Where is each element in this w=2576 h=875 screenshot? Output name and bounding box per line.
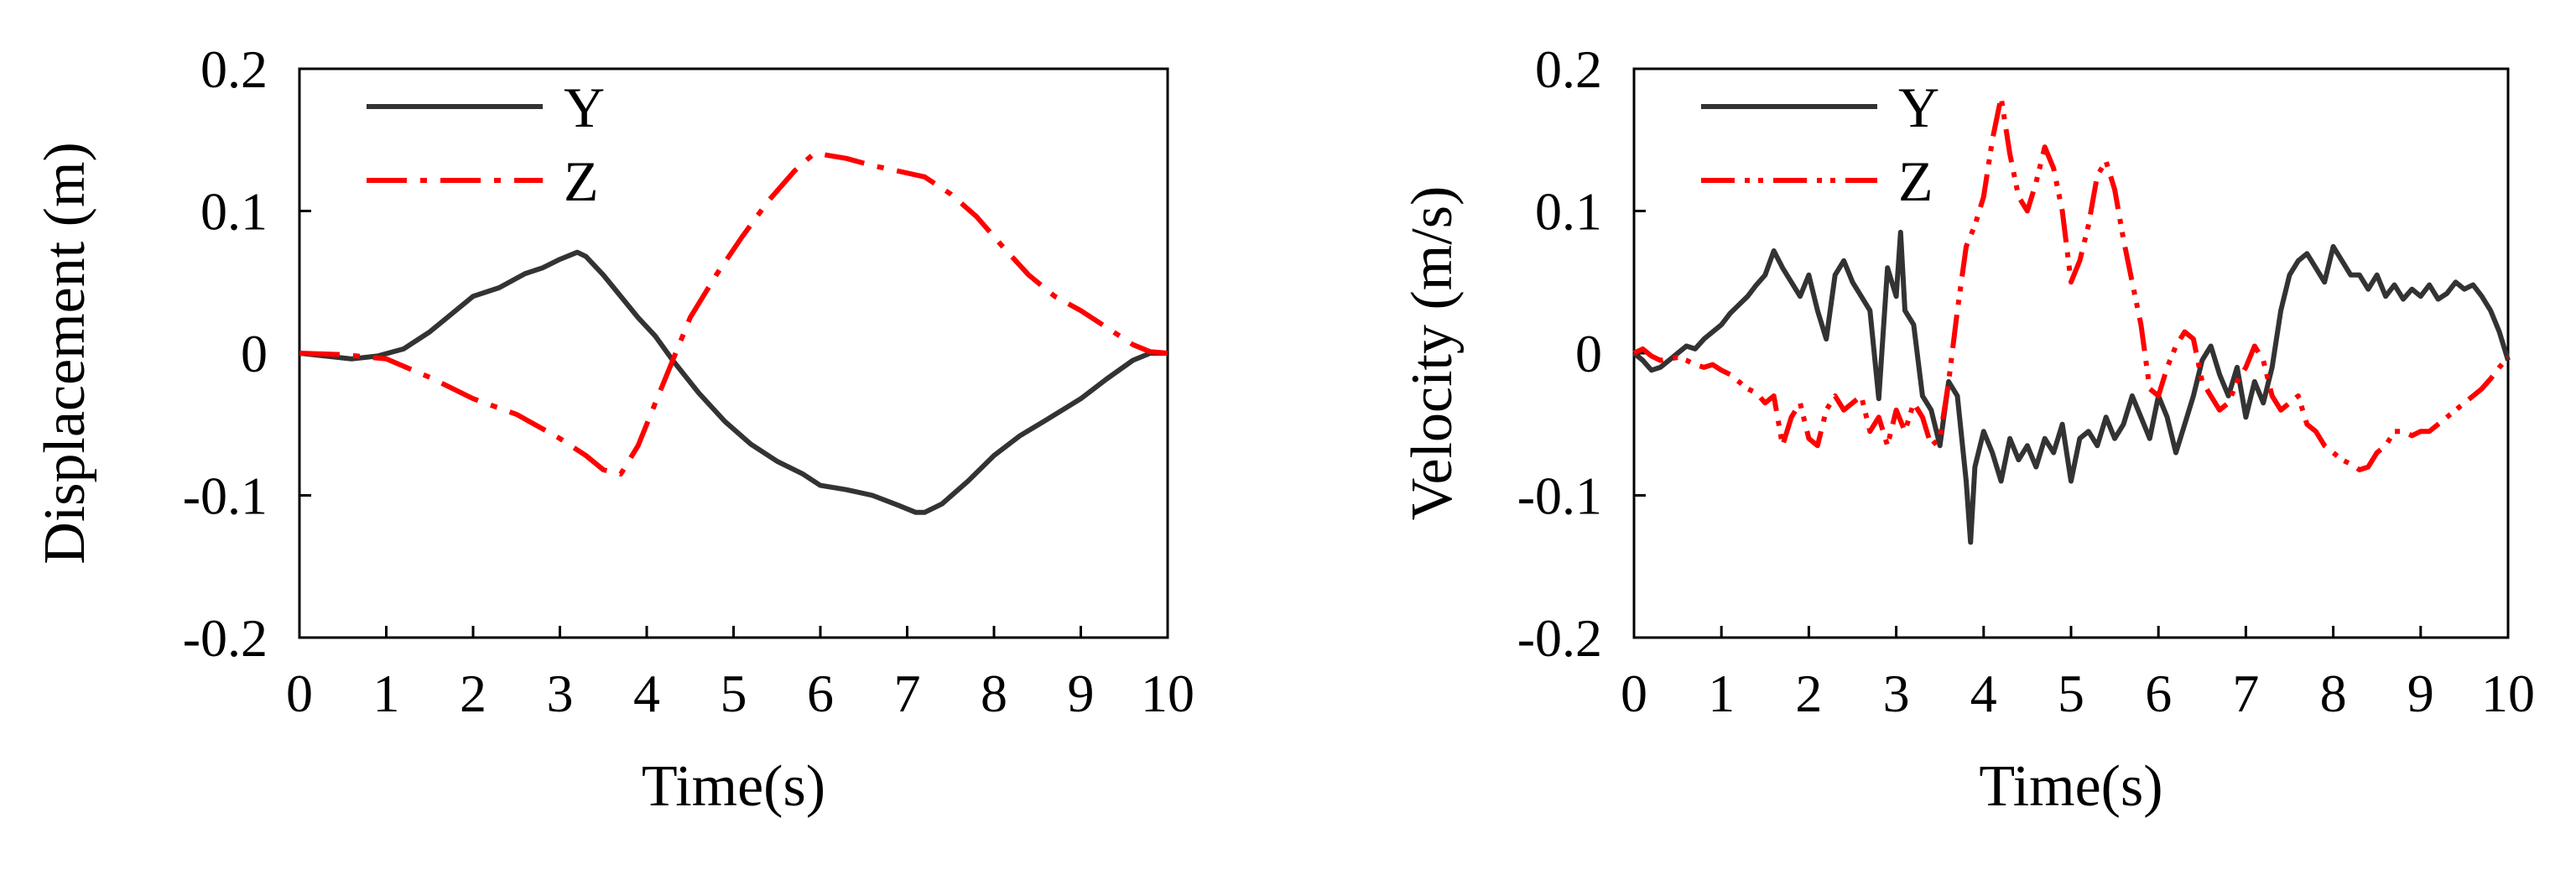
x-tick-label: 10 — [2481, 664, 2535, 723]
y-tick-label: -0.2 — [183, 608, 268, 668]
y-tick-label: 0.2 — [200, 39, 268, 99]
plot-frame — [1632, 67, 2510, 639]
chart-velocity: 0 1 2 3 4 5 6 7 8 9 10 0.2 0.1 0 -0.1 -0.2 Time(s) Veloci… — [1400, 39, 2535, 819]
series-line-y — [1632, 229, 2511, 545]
series-line-z — [299, 151, 1168, 477]
x-tick-label: 8 — [981, 664, 1007, 723]
x-axis-label: Time(s) — [1979, 754, 2162, 819]
y-tick-label: 0.1 — [200, 182, 268, 242]
x-tick-label: 2 — [460, 664, 487, 723]
x-tick-label: 3 — [547, 664, 574, 723]
x-tick-label: 6 — [2145, 664, 2172, 723]
legend-label-z: Z — [564, 149, 599, 213]
y-tick-label: 0.1 — [1535, 182, 1602, 242]
x-axis-label: Time(s) — [642, 754, 825, 819]
x-tick-label: 5 — [2058, 664, 2084, 723]
x-tick-label: 8 — [2320, 664, 2347, 723]
x-tick-label: 0 — [1621, 664, 1647, 723]
x-tick-label: 3 — [1883, 664, 1910, 723]
y-tick-label: -0.2 — [1517, 608, 1602, 668]
y-tick-label: -0.1 — [183, 466, 268, 526]
x-tick-label: 7 — [2232, 664, 2259, 723]
y-tick-label: 0 — [241, 324, 268, 383]
y-tick-label: 0.2 — [1535, 39, 1602, 99]
x-tick-label: 6 — [807, 664, 834, 723]
x-tick-label: 7 — [894, 664, 921, 723]
y-axis-label: Displacement (m) — [33, 142, 97, 564]
y-tick-label: 0 — [1575, 324, 1602, 383]
x-tick-label: 2 — [1795, 664, 1822, 723]
legend-label-z: Z — [1898, 149, 1933, 213]
x-tick-label: 5 — [721, 664, 747, 723]
x-tick-label: 4 — [633, 664, 660, 723]
series-line-z — [1632, 94, 2511, 472]
x-tick-label: 4 — [1970, 664, 1997, 723]
x-tick-label: 9 — [1068, 664, 1095, 723]
x-tick-label: 9 — [2407, 664, 2434, 723]
series-line-y — [299, 249, 1168, 515]
x-tick-label: 1 — [373, 664, 400, 723]
y-tick-label: -0.1 — [1517, 466, 1602, 526]
x-tick-label: 10 — [1141, 664, 1194, 723]
x-tick-label: 1 — [1708, 664, 1735, 723]
legend-label-y: Y — [564, 76, 605, 139]
y-axis-label: Velocity (m/s) — [1400, 186, 1465, 521]
plot-frame — [298, 67, 1169, 639]
legend-label-y: Y — [1898, 76, 1939, 139]
chart-displacement: 0 1 2 3 4 5 6 7 8 9 10 0.2 0.1 0 -0.1 -0.2 Time(s) Displa… — [33, 39, 1194, 819]
x-tick-label: 0 — [286, 664, 313, 723]
